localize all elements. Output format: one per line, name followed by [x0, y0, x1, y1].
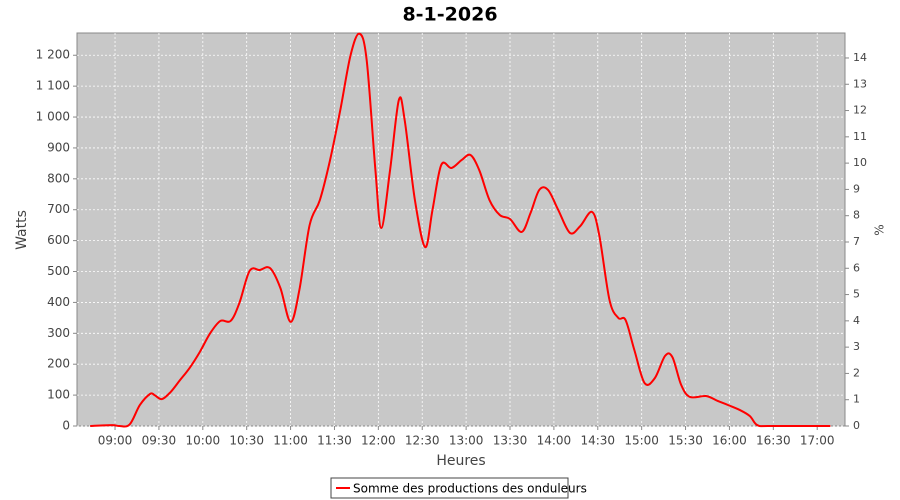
x-tick-label: 17:00 [800, 434, 835, 448]
y2-tick-label: 12 [853, 104, 867, 117]
x-tick-label: 12:00 [361, 434, 396, 448]
y2-tick-label: 2 [853, 366, 860, 379]
y-tick-label: 400 [47, 295, 70, 309]
y2-tick-label: 3 [853, 340, 860, 353]
x-tick-label: 16:30 [756, 434, 791, 448]
x-tick-label: 11:00 [273, 434, 308, 448]
y2-axis-label: % [873, 224, 887, 235]
x-tick-label: 09:00 [98, 434, 133, 448]
legend [330, 477, 569, 499]
x-tick-label: 13:00 [449, 434, 484, 448]
y2-tick-label: 14 [853, 51, 867, 64]
y2-tick-label: 7 [853, 235, 860, 248]
legend-label: Somme des productions des onduleurs [353, 482, 587, 496]
x-tick-label: 14:30 [580, 434, 615, 448]
series-line [90, 32, 831, 428]
y-tick-label: 800 [47, 171, 70, 185]
y-tick-label: 1 000 [36, 110, 70, 124]
y-tick-label: 1 100 [36, 79, 70, 93]
x-tick-label: 13:30 [493, 434, 528, 448]
y-tick-label: 200 [47, 357, 70, 371]
y2-tick-label: 9 [853, 182, 860, 195]
y2-tick-label: 10 [853, 156, 867, 169]
x-tick-label: 10:00 [186, 434, 221, 448]
y2-tick-label: 0 [853, 419, 860, 432]
y2-tick-label: 13 [853, 77, 867, 90]
y-tick-label: 500 [47, 264, 70, 278]
x-tick-label: 09:30 [142, 434, 177, 448]
x-tick-label: 10:30 [229, 434, 264, 448]
y-tick-label: 900 [47, 140, 70, 154]
y2-tick-label: 5 [853, 288, 860, 301]
chart-title: 8-1-2026 [402, 4, 497, 26]
y2-tick-label: 11 [853, 130, 867, 143]
y-tick-label: 1 200 [36, 48, 70, 62]
y2-tick-label: 4 [853, 314, 860, 327]
y-tick-label: 600 [47, 233, 70, 247]
plot-area [76, 32, 846, 427]
y-axis-label: Watts [14, 210, 30, 250]
y-tick-label: 300 [47, 326, 70, 340]
x-tick-label: 14:00 [537, 434, 572, 448]
x-tick-label: 15:30 [668, 434, 703, 448]
y-tick-label: 100 [47, 388, 70, 402]
x-tick-label: 15:00 [624, 434, 659, 448]
y2-tick-label: 6 [853, 261, 860, 274]
y-tick-label: 700 [47, 202, 70, 216]
y-tick-label: 0 [62, 419, 70, 433]
y2-tick-label: 1 [853, 393, 860, 406]
y2-tick-label: 8 [853, 209, 860, 222]
x-tick-label: 11:30 [317, 434, 352, 448]
x-axis-label: Heures [436, 453, 485, 469]
x-tick-label: 12:30 [405, 434, 440, 448]
x-tick-label: 16:00 [712, 434, 747, 448]
